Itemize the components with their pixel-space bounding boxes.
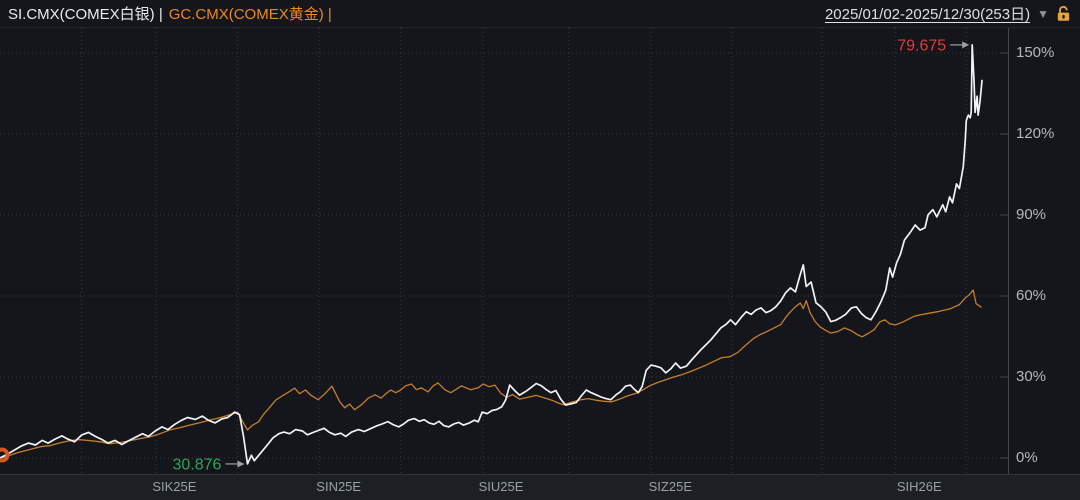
- y-axis-label: 90%: [1016, 206, 1047, 223]
- y-axis: 150% 120% 90% 60% 30% 0%: [1008, 28, 1080, 474]
- x-axis-label: SIU25E: [478, 479, 524, 494]
- header-controls: 2025/01/02-2025/12/30(253日) ▼: [825, 3, 1072, 24]
- date-range-selector[interactable]: 2025/01/02-2025/12/30(253日): [824, 6, 1031, 23]
- legend: SI.CMX(COMEX白银) | GC.CMX(COMEX黄金) |: [8, 3, 332, 24]
- x-axis-label: SIH26E: [896, 479, 942, 494]
- chart-plot-area[interactable]: 79.675 30.876: [0, 28, 1008, 474]
- x-axis-label: SIK25E: [152, 479, 197, 494]
- x-axis-label: SIZ25E: [648, 479, 692, 494]
- chevron-down-icon[interactable]: ▼: [1037, 6, 1049, 21]
- legend-silver-label[interactable]: SI.CMX(COMEX白银) |: [8, 6, 163, 23]
- x-axis-label: SIN25E: [316, 479, 362, 494]
- legend-gold-label[interactable]: GC.CMX(COMEX黄金) |: [168, 6, 332, 23]
- y-axis-label: 30%: [1016, 368, 1047, 385]
- y-axis-label: 120%: [1016, 125, 1055, 142]
- y-axis-label: 0%: [1016, 449, 1038, 466]
- chart-plot-svg: 79.675 30.876: [0, 28, 1008, 474]
- x-axis: SIK25E SIN25E SIU25E SIZ25E SIH26E: [0, 474, 1080, 500]
- unlocked-padlock-icon[interactable]: [1056, 5, 1072, 22]
- chart-header: SI.CMX(COMEX白银) | GC.CMX(COMEX黄金) | 2025…: [0, 0, 1080, 28]
- y-axis-label: 60%: [1016, 287, 1047, 304]
- peak-price-label: 79.675: [897, 37, 946, 54]
- y-axis-label: 150%: [1016, 44, 1055, 61]
- low-price-label: 30.876: [173, 456, 222, 473]
- position-start-marker: [0, 447, 10, 463]
